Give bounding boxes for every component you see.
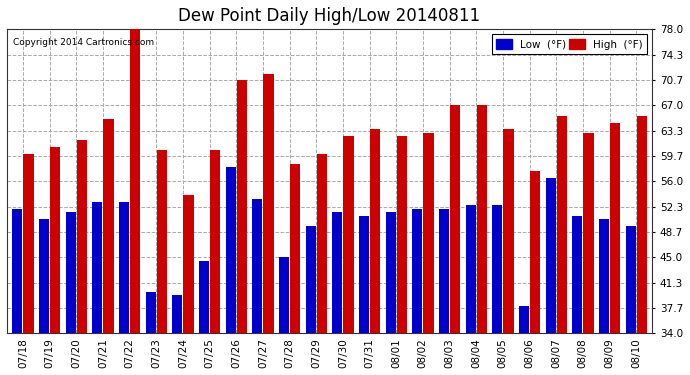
Bar [130,29,140,333]
Bar [530,171,540,333]
Bar [504,129,513,333]
Bar [637,116,647,333]
Bar [546,178,555,333]
Bar [450,105,460,333]
Bar [386,212,395,333]
Bar [210,150,220,333]
Bar [583,133,593,333]
Bar [344,136,353,333]
Bar [184,195,194,333]
Bar [23,154,34,333]
Bar [359,216,369,333]
Bar [39,219,49,333]
Bar [306,226,316,333]
Bar [279,257,289,333]
Bar [610,123,620,333]
Bar [50,147,60,333]
Legend: Low  (°F), High  (°F): Low (°F), High (°F) [492,34,647,54]
Bar [226,168,236,333]
Bar [77,140,87,333]
Title: Dew Point Daily High/Low 20140811: Dew Point Daily High/Low 20140811 [179,7,481,25]
Bar [466,206,475,333]
Bar [92,202,102,333]
Bar [572,216,582,333]
Bar [332,212,342,333]
Bar [397,136,407,333]
Bar [557,116,567,333]
Bar [172,296,182,333]
Text: Copyright 2014 Cartronics.com: Copyright 2014 Cartronics.com [13,38,155,47]
Bar [104,119,114,333]
Bar [264,74,273,333]
Bar [146,292,156,333]
Bar [237,80,247,333]
Bar [290,164,300,333]
Bar [317,154,327,333]
Bar [157,150,167,333]
Bar [66,212,76,333]
Bar [253,199,262,333]
Bar [370,129,380,333]
Bar [199,261,209,333]
Bar [599,219,609,333]
Bar [439,209,449,333]
Bar [519,306,529,333]
Bar [626,226,635,333]
Bar [492,206,502,333]
Bar [119,202,129,333]
Bar [424,133,433,333]
Bar [477,105,487,333]
Bar [12,209,22,333]
Bar [412,209,422,333]
